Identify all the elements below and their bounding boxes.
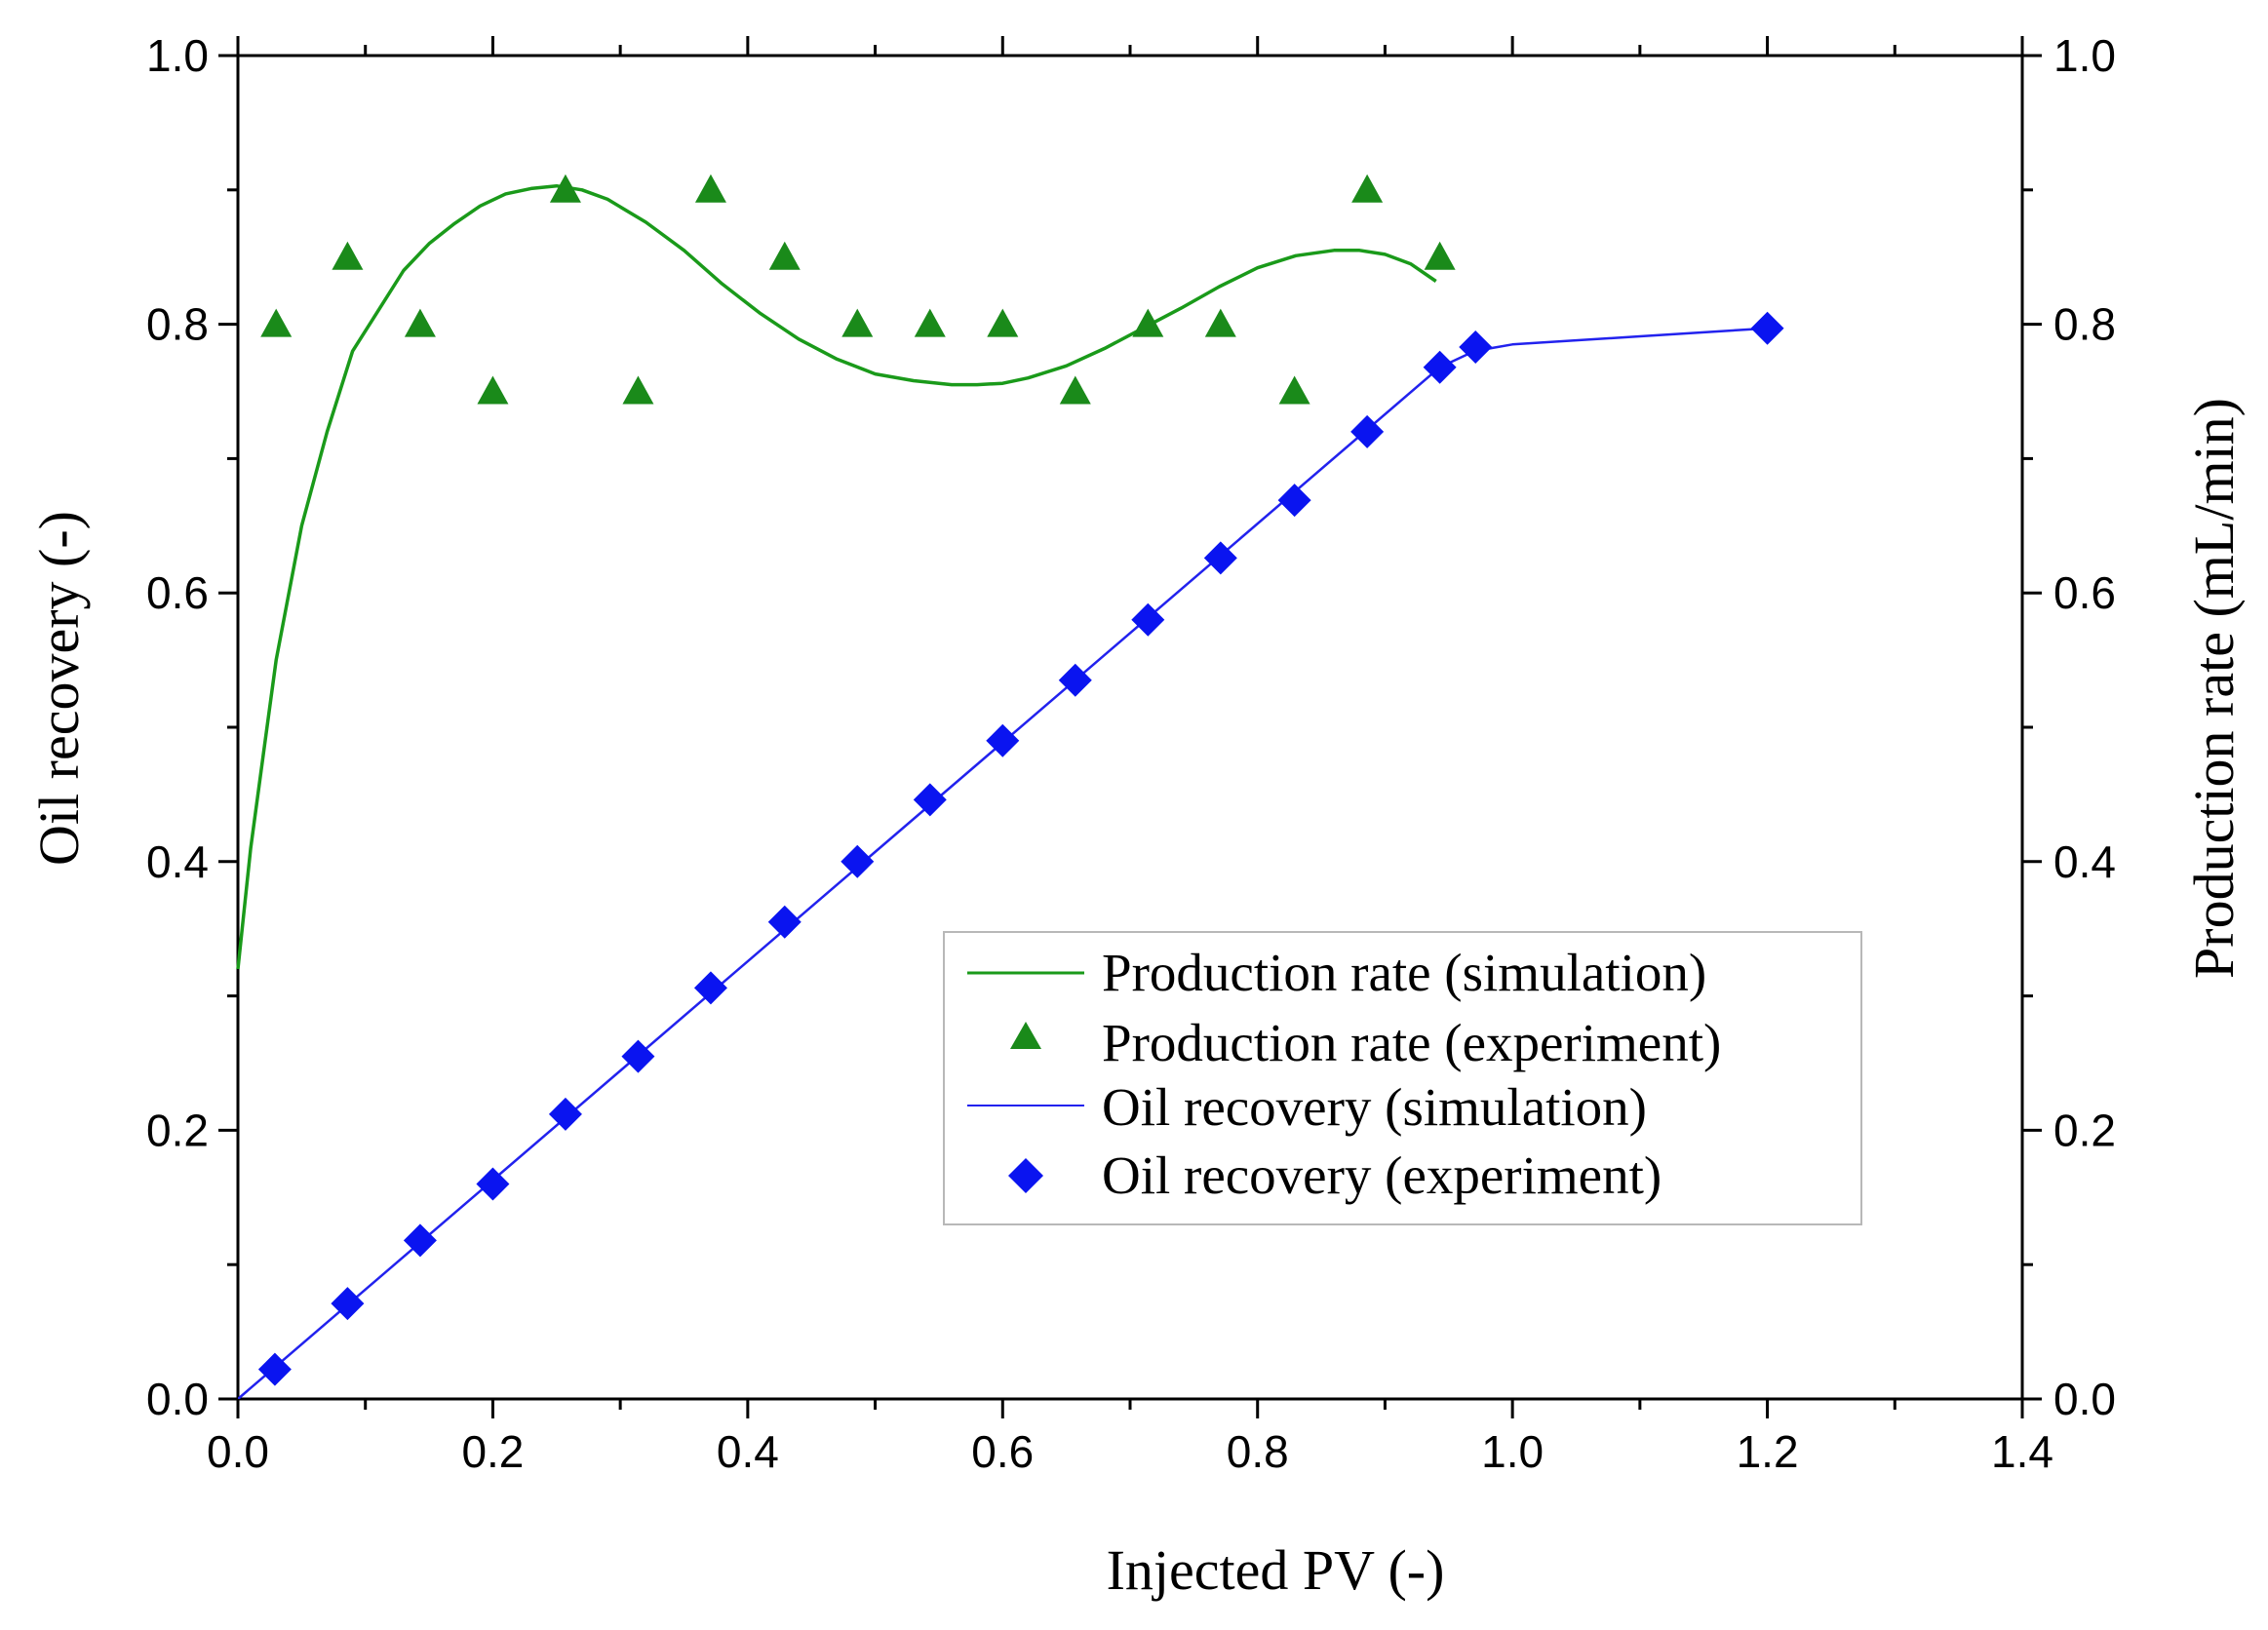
x-tick-label: 0.4	[717, 1426, 779, 1477]
x-tick-label: 0.2	[461, 1426, 524, 1477]
point-production-rate-experiment	[914, 308, 946, 337]
point-production-rate-experiment	[768, 241, 801, 270]
legend-box	[943, 931, 1862, 1225]
point-production-rate-experiment	[694, 174, 726, 203]
x-tick-label: 1.2	[1737, 1426, 1799, 1477]
point-production-rate-experiment	[477, 375, 509, 405]
point-oil-recovery-experiment	[476, 1167, 510, 1201]
point-production-rate-experiment	[1059, 375, 1091, 405]
x-tick-label: 0.6	[971, 1426, 1034, 1477]
ticks-layer: 0.0 0.2 0.4 0.6 0.8 1.0 1.2 1.40.00.20.40.60.81…	[146, 30, 2116, 1477]
y-tick-label: 0.2	[146, 1105, 209, 1155]
point-production-rate-experiment	[1351, 174, 1384, 203]
series-layer	[236, 174, 1784, 1400]
point-oil-recovery-experiment	[548, 1097, 582, 1131]
point-production-rate-experiment	[549, 174, 581, 203]
point-oil-recovery-experiment	[621, 1039, 655, 1073]
legend-swatch-oil-recovery-experiment	[1008, 1158, 1043, 1193]
y-tick-label: 0.8	[146, 299, 209, 350]
y-tick-label: 1.0	[146, 30, 209, 81]
point-oil-recovery-experiment	[257, 1352, 292, 1386]
point-oil-recovery-experiment	[693, 971, 727, 1005]
point-production-rate-experiment	[332, 241, 364, 270]
point-oil-recovery-experiment	[767, 905, 802, 939]
series-line-oil-recovery-simulation	[237, 327, 1768, 1400]
point-oil-recovery-experiment	[1203, 541, 1237, 575]
point-production-rate-experiment	[1132, 308, 1164, 337]
y2-tick-label: 1.0	[2053, 30, 2116, 81]
y2-tick-label: 0.2	[2053, 1105, 2116, 1155]
y2-tick-label: 0.4	[2053, 836, 2116, 887]
point-oil-recovery-experiment	[1277, 484, 1311, 518]
point-oil-recovery-experiment	[913, 783, 947, 817]
x-axis-title: Injected PV (-)	[1107, 1538, 1445, 1602]
point-oil-recovery-experiment	[403, 1223, 437, 1258]
point-production-rate-experiment	[622, 375, 654, 405]
x-tick-label: 1.0	[1481, 1426, 1544, 1477]
point-production-rate-experiment	[260, 308, 293, 337]
point-oil-recovery-experiment	[1750, 311, 1784, 345]
point-oil-recovery-experiment	[1131, 602, 1165, 637]
point-oil-recovery-experiment	[986, 723, 1020, 757]
point-oil-recovery-experiment	[331, 1287, 365, 1321]
point-production-rate-experiment	[1204, 308, 1236, 337]
x-tick-label: 0.0	[207, 1426, 269, 1477]
y2-axis-title: Production rate (mL/min)	[2182, 398, 2246, 979]
y-tick-label: 0.0	[146, 1374, 209, 1424]
point-production-rate-experiment	[404, 308, 436, 337]
x-tick-label: 1.4	[1991, 1426, 2053, 1477]
point-oil-recovery-experiment	[1058, 663, 1092, 697]
point-production-rate-experiment	[841, 308, 874, 337]
legend-label-production-rate-simulation: Production rate (simulation)	[1102, 943, 1706, 1002]
legend-swatch-production-rate-experiment	[1010, 1022, 1041, 1049]
legend-label-oil-recovery-simulation: Oil recovery (simulation)	[1102, 1077, 1647, 1137]
y2-tick-label: 0.6	[2053, 567, 2116, 618]
y-tick-label: 0.4	[146, 836, 209, 887]
series-line-production-rate-simulation	[236, 183, 1437, 970]
x-tick-label: 0.8	[1227, 1426, 1289, 1477]
point-oil-recovery-experiment	[841, 844, 875, 878]
legend-label-production-rate-experiment: Production rate (experiment)	[1102, 1013, 1721, 1072]
point-production-rate-experiment	[987, 308, 1019, 337]
y2-tick-label: 0.0	[2053, 1374, 2116, 1424]
legend: Production rate (simulation) Production …	[943, 931, 1862, 1225]
point-oil-recovery-experiment	[1350, 414, 1385, 448]
y2-tick-label: 0.8	[2053, 299, 2116, 350]
y-tick-label: 0.6	[146, 567, 209, 618]
point-production-rate-experiment	[1424, 241, 1456, 270]
point-oil-recovery-experiment	[1423, 350, 1457, 384]
point-oil-recovery-experiment	[1459, 330, 1493, 365]
point-production-rate-experiment	[1278, 375, 1310, 405]
y-axis-title: Oil recovery (-)	[27, 511, 91, 866]
legend-label-oil-recovery-experiment: Oil recovery (experiment)	[1102, 1145, 1662, 1205]
